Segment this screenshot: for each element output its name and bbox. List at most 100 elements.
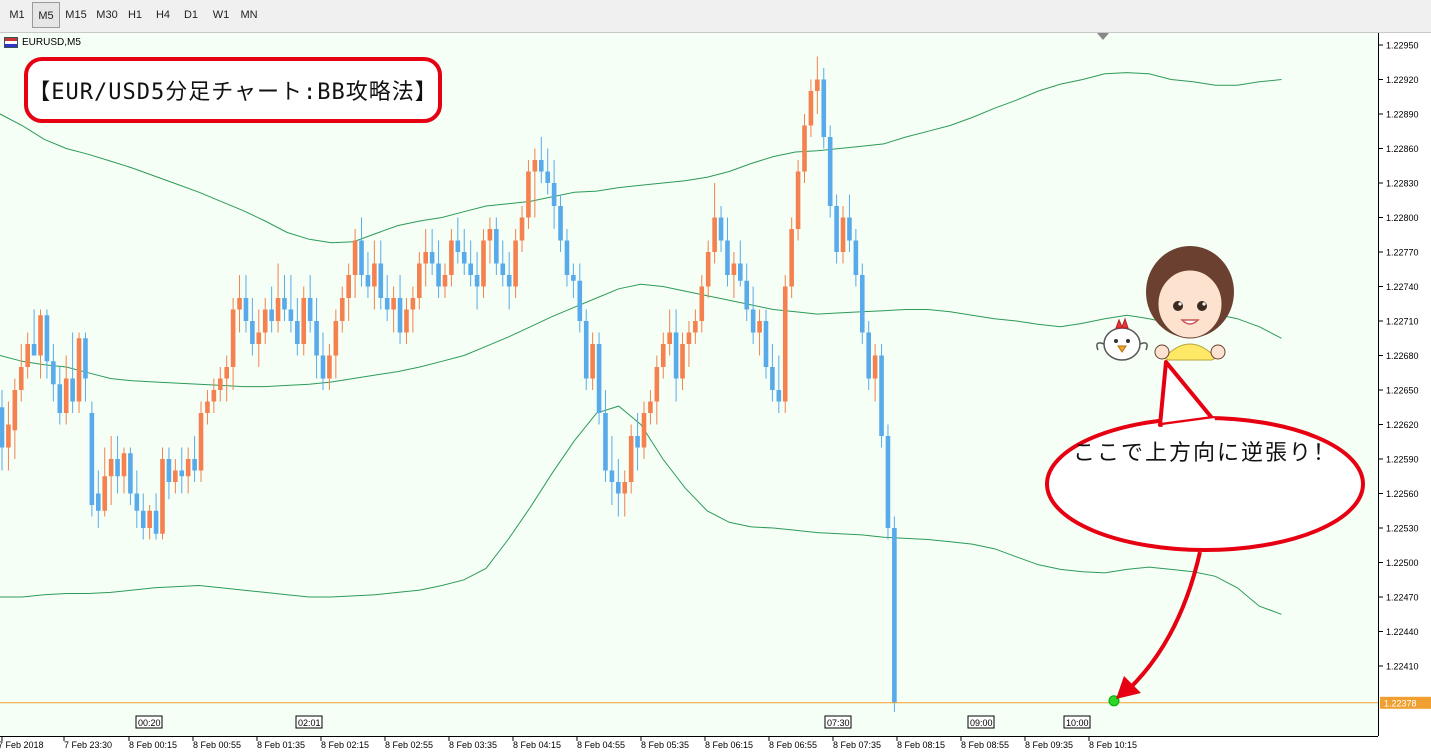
- time-axis-svg: 7 Feb 2018 7 Feb 23:30 8 Feb 00:15 8 Feb 00…: [0, 737, 1137, 750]
- candle-body: [256, 332, 262, 344]
- time-marker-label: 10:00: [1066, 718, 1089, 728]
- candle-body: [461, 252, 467, 264]
- candle-body: [140, 510, 146, 528]
- candle-body: [455, 240, 461, 252]
- price-tick-label: 1.22920: [1386, 75, 1419, 85]
- candle-body: [63, 378, 69, 413]
- flag-icon: [4, 37, 18, 48]
- timeframe-button-m1[interactable]: M1: [9, 9, 25, 21]
- candle-body: [12, 390, 18, 431]
- candle-body: [815, 79, 820, 91]
- price-tick-label: 1.22830: [1386, 179, 1419, 189]
- candle-body: [346, 275, 351, 298]
- time-marker-label: 07:30: [827, 718, 850, 728]
- candle-body: [802, 125, 807, 172]
- candle-body: [596, 344, 602, 413]
- candle-body: [391, 298, 396, 310]
- candle-body: [763, 321, 769, 367]
- candle-body: [333, 321, 339, 356]
- candle-body: [494, 229, 499, 264]
- chart-area[interactable]: 00:20 02:01 07:30 09:00 10:00 EURUSD,M5 【EUR…: [0, 33, 1378, 736]
- candle-body: [641, 413, 647, 448]
- symbol-label: EURUSD,M5: [4, 37, 81, 48]
- candle-body: [660, 344, 666, 367]
- candle-body: [25, 344, 30, 367]
- candle-body: [314, 321, 319, 356]
- timeframe-button-mn[interactable]: MN: [240, 9, 258, 21]
- candle-body: [121, 453, 127, 477]
- candle-body: [513, 240, 518, 287]
- time-tick-label: 7 Feb 23:30: [64, 740, 112, 750]
- timeframe-button-d1[interactable]: D1: [183, 9, 199, 21]
- candle-body: [275, 298, 281, 321]
- candle-body: [738, 263, 743, 281]
- candle-body: [217, 378, 223, 390]
- candle-body: [750, 309, 756, 333]
- candle-body: [108, 459, 114, 477]
- time-tick-label: 8 Feb 10:15: [1089, 740, 1137, 750]
- candle-body: [654, 367, 660, 402]
- price-axis[interactable]: 1.22950 1.22920 1.22890 1.22860 1.22830 1.228…: [1378, 33, 1431, 736]
- candle-body: [83, 338, 88, 379]
- candle-body: [134, 493, 140, 511]
- candle-body: [718, 217, 724, 241]
- candle-body: [821, 79, 827, 137]
- candle-body: [442, 275, 448, 287]
- candle-body: [603, 413, 608, 471]
- candle-body: [564, 240, 570, 275]
- time-marker-box: [967, 715, 995, 729]
- current-price-tag: [1380, 696, 1431, 709]
- candle-body: [487, 229, 493, 241]
- price-tick-label: 1.22950: [1386, 41, 1419, 51]
- candle-body: [359, 240, 364, 275]
- bollinger-band-upper: [0, 72, 1282, 244]
- candle-body: [628, 436, 634, 482]
- candle-body: [622, 482, 628, 494]
- time-marker-box: [1063, 715, 1091, 729]
- time-tick-label: 8 Feb 07:35: [833, 740, 881, 750]
- price-tick-label: 1.22560: [1386, 489, 1419, 499]
- candle-body: [782, 286, 788, 402]
- candle-body: [436, 263, 441, 287]
- timeframe-button-w1[interactable]: W1: [212, 9, 230, 21]
- time-marker-label: 00:20: [138, 718, 161, 728]
- timeframe-button-h1[interactable]: H1: [127, 9, 143, 21]
- bollinger-band-lower: [0, 405, 1282, 615]
- candle-body: [76, 338, 82, 402]
- timeframe-button-m30[interactable]: M30: [96, 9, 118, 21]
- price-tick-label: 1.22740: [1386, 282, 1419, 292]
- timeframe-button-m5[interactable]: M5: [32, 2, 60, 28]
- candle-body: [57, 384, 63, 413]
- price-tick-label: 1.22470: [1386, 593, 1419, 603]
- candle-body: [269, 309, 274, 321]
- timeframe-button-m15[interactable]: M15: [65, 9, 87, 21]
- candle-body: [18, 367, 24, 390]
- candle-body: [282, 298, 287, 310]
- chart-title-box: 【EUR/USD5分足チャート:BB攻略法】: [24, 57, 442, 123]
- candle-body: [519, 217, 525, 241]
- candle-body: [834, 206, 839, 252]
- candle-body: [583, 321, 589, 379]
- candle-body: [160, 459, 165, 534]
- candle-body: [0, 407, 5, 448]
- candle-body: [551, 183, 557, 206]
- candle-body: [185, 459, 191, 477]
- candle-body: [770, 367, 775, 390]
- price-tick-label: 1.22800: [1386, 213, 1419, 223]
- candle-body: [853, 240, 859, 275]
- timeframe-button-h4[interactable]: H4: [155, 9, 171, 21]
- candle-body: [667, 332, 672, 344]
- candle-body: [51, 361, 56, 385]
- time-axis[interactable]: 7 Feb 2018 7 Feb 23:30 8 Feb 00:15 8 Feb 00…: [0, 736, 1378, 755]
- candle-body: [532, 160, 538, 172]
- shift-marker-icon: [1097, 33, 1109, 40]
- candle-body: [545, 171, 550, 183]
- candle-body: [339, 298, 345, 321]
- candle-body: [205, 401, 210, 413]
- price-tick-label: 1.22620: [1386, 420, 1419, 430]
- candle-body: [417, 263, 422, 298]
- candle-body: [705, 252, 711, 287]
- candle-body: [731, 263, 737, 275]
- price-tick-label: 1.22890: [1386, 110, 1419, 120]
- time-tick-label: 8 Feb 06:55: [769, 740, 817, 750]
